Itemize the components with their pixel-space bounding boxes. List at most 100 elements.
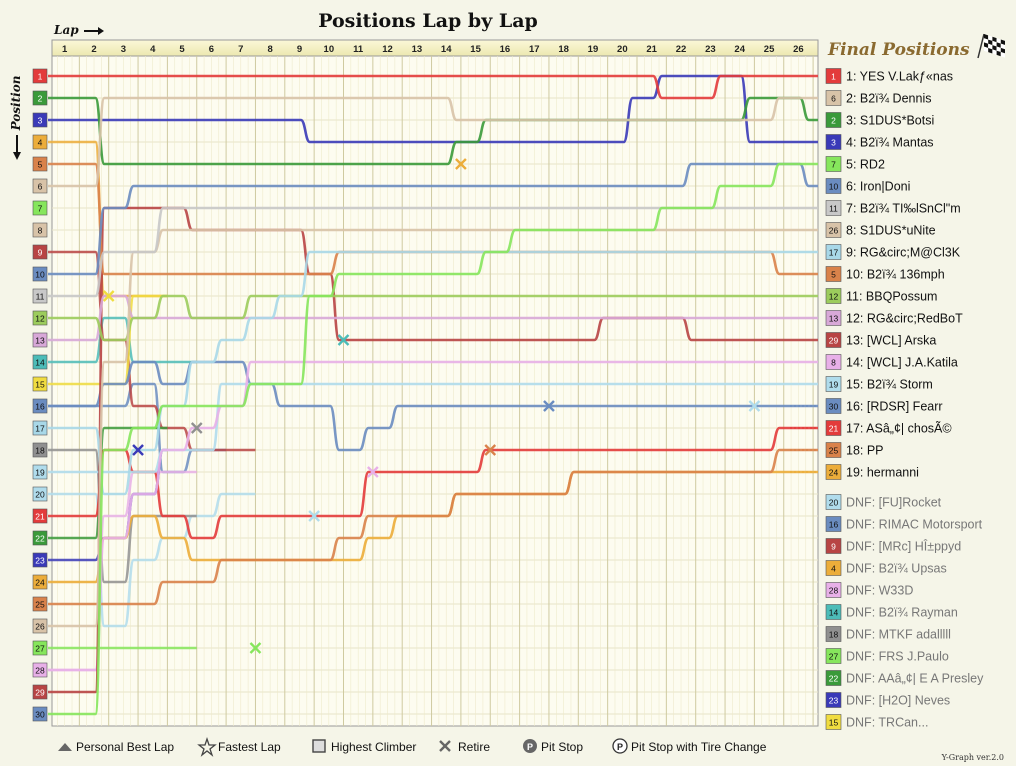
car-number-box: [825, 626, 842, 642]
driver-name: 8: S1DUS*uNite: [846, 224, 936, 238]
chart-title: Positions Lap by Lap: [318, 10, 538, 32]
car-number-box: [825, 266, 842, 282]
driver-name: DNF: [H2O] Neves: [846, 694, 950, 708]
car-number-label: 30: [829, 402, 839, 412]
car-number-label: 23: [829, 696, 839, 706]
start-position-label: 29: [35, 688, 45, 698]
start-position-label: 18: [35, 446, 45, 456]
lap-tick-label: 23: [705, 44, 716, 55]
start-position-label: 6: [38, 182, 43, 192]
start-position-label: 23: [35, 556, 45, 566]
retire-marker-icon: [748, 400, 761, 412]
lap-tick-label: 3: [121, 44, 126, 55]
start-position-box: [32, 112, 48, 128]
car-number-box: [825, 222, 842, 238]
checkered-flag-icon: [977, 33, 1005, 59]
start-position-box: [32, 244, 48, 260]
dnf-series-line: [48, 426, 168, 540]
car-number-box: [825, 288, 842, 304]
svg-text:P: P: [527, 742, 533, 752]
start-position-label: 11: [36, 292, 45, 302]
lap-tick-label: 6: [209, 44, 214, 55]
lap-tick-label: 14: [441, 44, 452, 55]
driver-name: 17: ASâ„¢| chosÃ©: [846, 422, 952, 436]
lap-header-bar: [51, 39, 819, 57]
start-position-label: 5: [38, 160, 43, 170]
start-position-label: 16: [35, 402, 45, 412]
start-position-box: [32, 486, 48, 502]
position-lines: [47, 74, 818, 716]
driver-name: 13: [WCL] Arska: [846, 334, 936, 348]
driver-name: 3: S1DUS*Botsi: [846, 114, 934, 128]
start-position-box: [32, 288, 48, 304]
driver-name: 12: RG&circ;RedBoT: [846, 312, 963, 326]
car-number-box: [825, 178, 842, 194]
lap-tick-label: 19: [588, 44, 599, 55]
final-position-row: 3 4: B2ï¾ Mantas: [825, 134, 934, 150]
start-position-label: 7: [38, 204, 43, 214]
legend: Personal Best Lap Fastest Lap Highest Clim…: [58, 736, 767, 757]
driver-name: 15: B2ï¾ Storm: [846, 378, 933, 392]
series-line: [47, 74, 818, 100]
lap-tick-label: 13: [412, 44, 423, 55]
driver-name: DNF: W33D: [846, 584, 913, 598]
car-number-box: [825, 670, 842, 686]
start-position-label: 15: [35, 380, 45, 390]
lap-tick-label: 26: [793, 44, 804, 55]
series-line: [48, 294, 818, 342]
car-number-box: [825, 464, 842, 480]
car-number-label: 7: [831, 160, 836, 170]
car-number-box: [825, 582, 842, 598]
final-position-row: 30 16: [RDSR] Fearr: [825, 398, 943, 414]
series-line: [48, 250, 818, 496]
car-number-label: 8: [831, 358, 836, 368]
start-position-box: [32, 310, 48, 326]
start-position-box: [32, 354, 48, 370]
driver-name: DNF: TRCan...: [846, 716, 928, 730]
car-number-box: [825, 68, 842, 84]
start-position-box: [32, 398, 48, 414]
lap-tick-label: 12: [382, 44, 393, 55]
final-position-row: 5 10: B2ï¾ 136mph: [825, 266, 945, 282]
start-position-label: 27: [35, 644, 45, 654]
car-number-label: 12: [829, 292, 839, 302]
car-number-label: 14: [829, 608, 839, 618]
legend-item-personal-best: Personal Best Lap: [58, 740, 174, 754]
start-position-label: 21: [35, 512, 45, 522]
car-number-label: 16: [829, 520, 839, 530]
car-number-box: [825, 244, 842, 260]
start-position-label: 14: [35, 358, 45, 368]
car-number-box: [825, 354, 842, 370]
start-position-box: [32, 464, 48, 480]
pit-icon: [523, 739, 537, 753]
car-number-label: 2: [831, 116, 836, 126]
car-number-label: 22: [829, 674, 839, 684]
car-number-label: 26: [829, 226, 839, 236]
car-number-label: 1: [831, 72, 836, 82]
car-number-label: 20: [829, 498, 839, 508]
start-position-box: [32, 442, 48, 458]
version-label: Y-Graph ver.2.0: [941, 753, 1004, 762]
lap-tick-label: 4: [150, 44, 156, 55]
final-position-row: 6 2: B2ï¾ Dennis: [825, 90, 931, 106]
final-position-row: 9 DNF: [MRc] HÎ±ppyd: [825, 538, 961, 554]
car-number-box: [825, 332, 842, 348]
driver-name: 16: [RDSR] Fearr: [846, 400, 943, 414]
car-number-label: 5: [831, 270, 836, 280]
lap-tick-label: 25: [764, 44, 775, 55]
lap-tick-label: 7: [238, 44, 243, 55]
final-positions-title: Final Positions: [827, 40, 970, 60]
final-position-row: 26 8: S1DUS*uNite: [825, 222, 936, 238]
series-line: [48, 162, 818, 716]
start-position-label: 13: [35, 336, 45, 346]
lap-axis-label: Lap: [53, 23, 79, 37]
final-position-row: 7 5: RD2: [825, 156, 885, 172]
final-position-row: 20 DNF: [FU]Rocket: [825, 494, 942, 510]
car-number-box: [825, 560, 842, 576]
start-position-box: [32, 376, 48, 392]
series-line: [48, 382, 818, 474]
retire-marker-icon: [367, 466, 379, 478]
start-position-label: 8: [38, 226, 43, 236]
dnf-series-line: [48, 250, 256, 452]
final-position-row: 19 15: B2ï¾ Storm: [825, 376, 933, 392]
